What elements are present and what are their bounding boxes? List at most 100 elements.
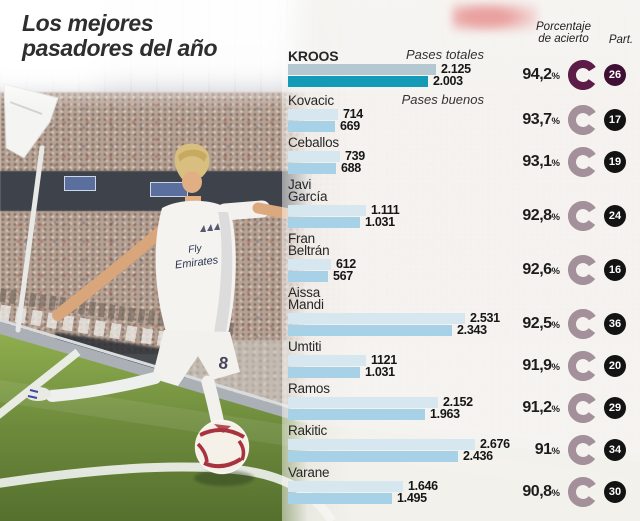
bar-good-passes <box>288 324 452 336</box>
player-row: Umtiti 1121 1.031 91,9% 20 <box>288 339 636 381</box>
accuracy-ring-icon <box>568 477 598 507</box>
bar-value-total: 1.111 <box>371 203 400 217</box>
player-left-arm <box>56 226 166 318</box>
pitchside-chairs <box>0 304 172 348</box>
accuracy-header: Porcentaje de acierto <box>536 20 591 46</box>
accuracy-percent: 93,7% <box>522 111 560 128</box>
accuracy-ring-icon <box>568 60 598 90</box>
ball-highlight <box>194 419 250 475</box>
bar-series-label: Pases buenos <box>401 92 484 107</box>
player-bars-block: Varane 1.646 1.495 <box>288 465 510 505</box>
accuracy-ring-icon <box>568 255 598 285</box>
player-name: Ramos <box>288 381 330 396</box>
bar-total-passes <box>288 396 438 408</box>
accuracy-percent: 91,9% <box>522 357 560 374</box>
shirt-sponsor-text: Fly Emirates <box>174 243 219 271</box>
bar-total-passes <box>288 63 436 75</box>
shorts-number: 8 <box>217 353 229 373</box>
player-name: KROOS <box>288 48 339 64</box>
bar-series-label <box>484 479 510 480</box>
player-hair-top <box>178 149 207 162</box>
title-background <box>0 0 300 90</box>
bar-good-passes <box>288 75 428 87</box>
ball-pattern <box>214 424 231 433</box>
boot-stripes <box>27 389 39 399</box>
accuracy-ring-icon <box>568 393 598 423</box>
accuracy-ring-icon <box>568 351 598 381</box>
player-left-hand <box>52 309 64 321</box>
player-name: Ceballos <box>288 135 339 150</box>
accuracy-percent: 92,8% <box>522 207 560 224</box>
shirt-shading <box>214 212 233 332</box>
participation-badge: 24 <box>604 205 626 227</box>
accuracy-percent: 91,2% <box>522 399 560 416</box>
player-name: Umtiti <box>288 339 322 354</box>
accuracy-ring-icon <box>568 105 598 135</box>
accuracy-ring-icon <box>568 477 598 507</box>
participation-badge: 20 <box>604 355 626 377</box>
accuracy-ring-icon <box>568 435 598 465</box>
bar-value-total: 2.152 <box>443 395 473 409</box>
participation-badge: 29 <box>604 397 626 419</box>
ball-shadow <box>194 470 254 486</box>
accuracy-ring-icon <box>568 147 598 177</box>
svg-text:Fly: Fly <box>188 243 204 256</box>
bar-series-label <box>484 353 510 354</box>
participation-badge: 17 <box>604 109 626 131</box>
bar-value-good: 2.003 <box>433 74 463 88</box>
player-bars-block: Fran Beltrán 612 567 <box>288 232 510 283</box>
touchline <box>0 348 81 419</box>
bar-total-passes <box>288 438 475 450</box>
bar-series-label: Pases totales <box>405 47 484 62</box>
accuracy-ring-icon <box>568 105 598 135</box>
bar-series-label <box>484 395 510 396</box>
accuracy-percent: 93,1% <box>522 153 560 170</box>
player-bars-block: Javi García 1.111 1.031 <box>288 177 510 229</box>
participation-badge: 36 <box>604 313 626 335</box>
accuracy-percent: 92,6% <box>522 261 560 278</box>
passers-chart: Porcentaje de acierto Part. KROOS Pases … <box>288 20 636 509</box>
participation-badge: 34 <box>604 439 626 461</box>
bar-value-total: 2.531 <box>470 311 500 325</box>
bar-value-good: 1.495 <box>397 491 427 505</box>
bar-value-good: 1.963 <box>430 407 460 421</box>
bar-value-good: 688 <box>341 161 361 175</box>
bar-total-passes <box>288 258 331 270</box>
bar-value-good: 669 <box>340 119 360 133</box>
bar-value-good: 1.031 <box>365 215 395 229</box>
corner-flag-fold <box>9 101 43 115</box>
bar-good-passes <box>288 366 360 378</box>
accuracy-percent: 91% <box>534 441 560 458</box>
participation-badge: 19 <box>604 151 626 173</box>
bar-value-total: 2.125 <box>441 62 471 76</box>
players-list: KROOS Pases totales 2.125 2.003 94,2% 26… <box>288 47 636 507</box>
bar-good-passes <box>288 408 425 420</box>
bar-series-label <box>484 203 510 204</box>
player-bars-block: Rakitic 2.676 2.436 <box>288 424 510 463</box>
bar-value-good: 1.031 <box>365 365 395 379</box>
participation-header: Part. <box>608 34 634 46</box>
accuracy-ring-icon <box>568 435 598 465</box>
chart-header: Porcentaje de acierto Part. <box>288 20 636 46</box>
player-row: Javi García 1.111 1.031 92,8% 24 <box>288 177 636 231</box>
scoreboard-blur <box>452 2 538 32</box>
adidas-logo <box>200 223 220 232</box>
player-left-boot <box>25 387 51 401</box>
participation-badge: 30 <box>604 481 626 503</box>
bar-value-total: 612 <box>336 257 356 271</box>
player-row: KROOS Pases totales 2.125 2.003 94,2% 26 <box>288 47 636 90</box>
player-bars-block: Aissa Mandi 2.531 2.343 <box>288 286 510 337</box>
accuracy-ring-icon <box>568 309 598 339</box>
accuracy-ring-icon <box>568 351 598 381</box>
player-name: Varane <box>288 465 330 480</box>
page-title-line2: pasadores del año <box>22 34 218 61</box>
bar-value-total: 2.676 <box>480 437 510 451</box>
bar-good-passes <box>288 270 328 282</box>
player-name: Javi García <box>288 177 328 204</box>
player-bars-block: KROOS Pases totales 2.125 2.003 <box>288 47 510 88</box>
player-shorts <box>152 330 240 386</box>
corner-flag-pole <box>15 145 45 333</box>
player-face <box>182 171 202 193</box>
player-row: Ramos 2.152 1.963 91,2% 29 <box>288 381 636 423</box>
player-row: Fran Beltrán 612 567 92,6% 16 <box>288 232 636 285</box>
